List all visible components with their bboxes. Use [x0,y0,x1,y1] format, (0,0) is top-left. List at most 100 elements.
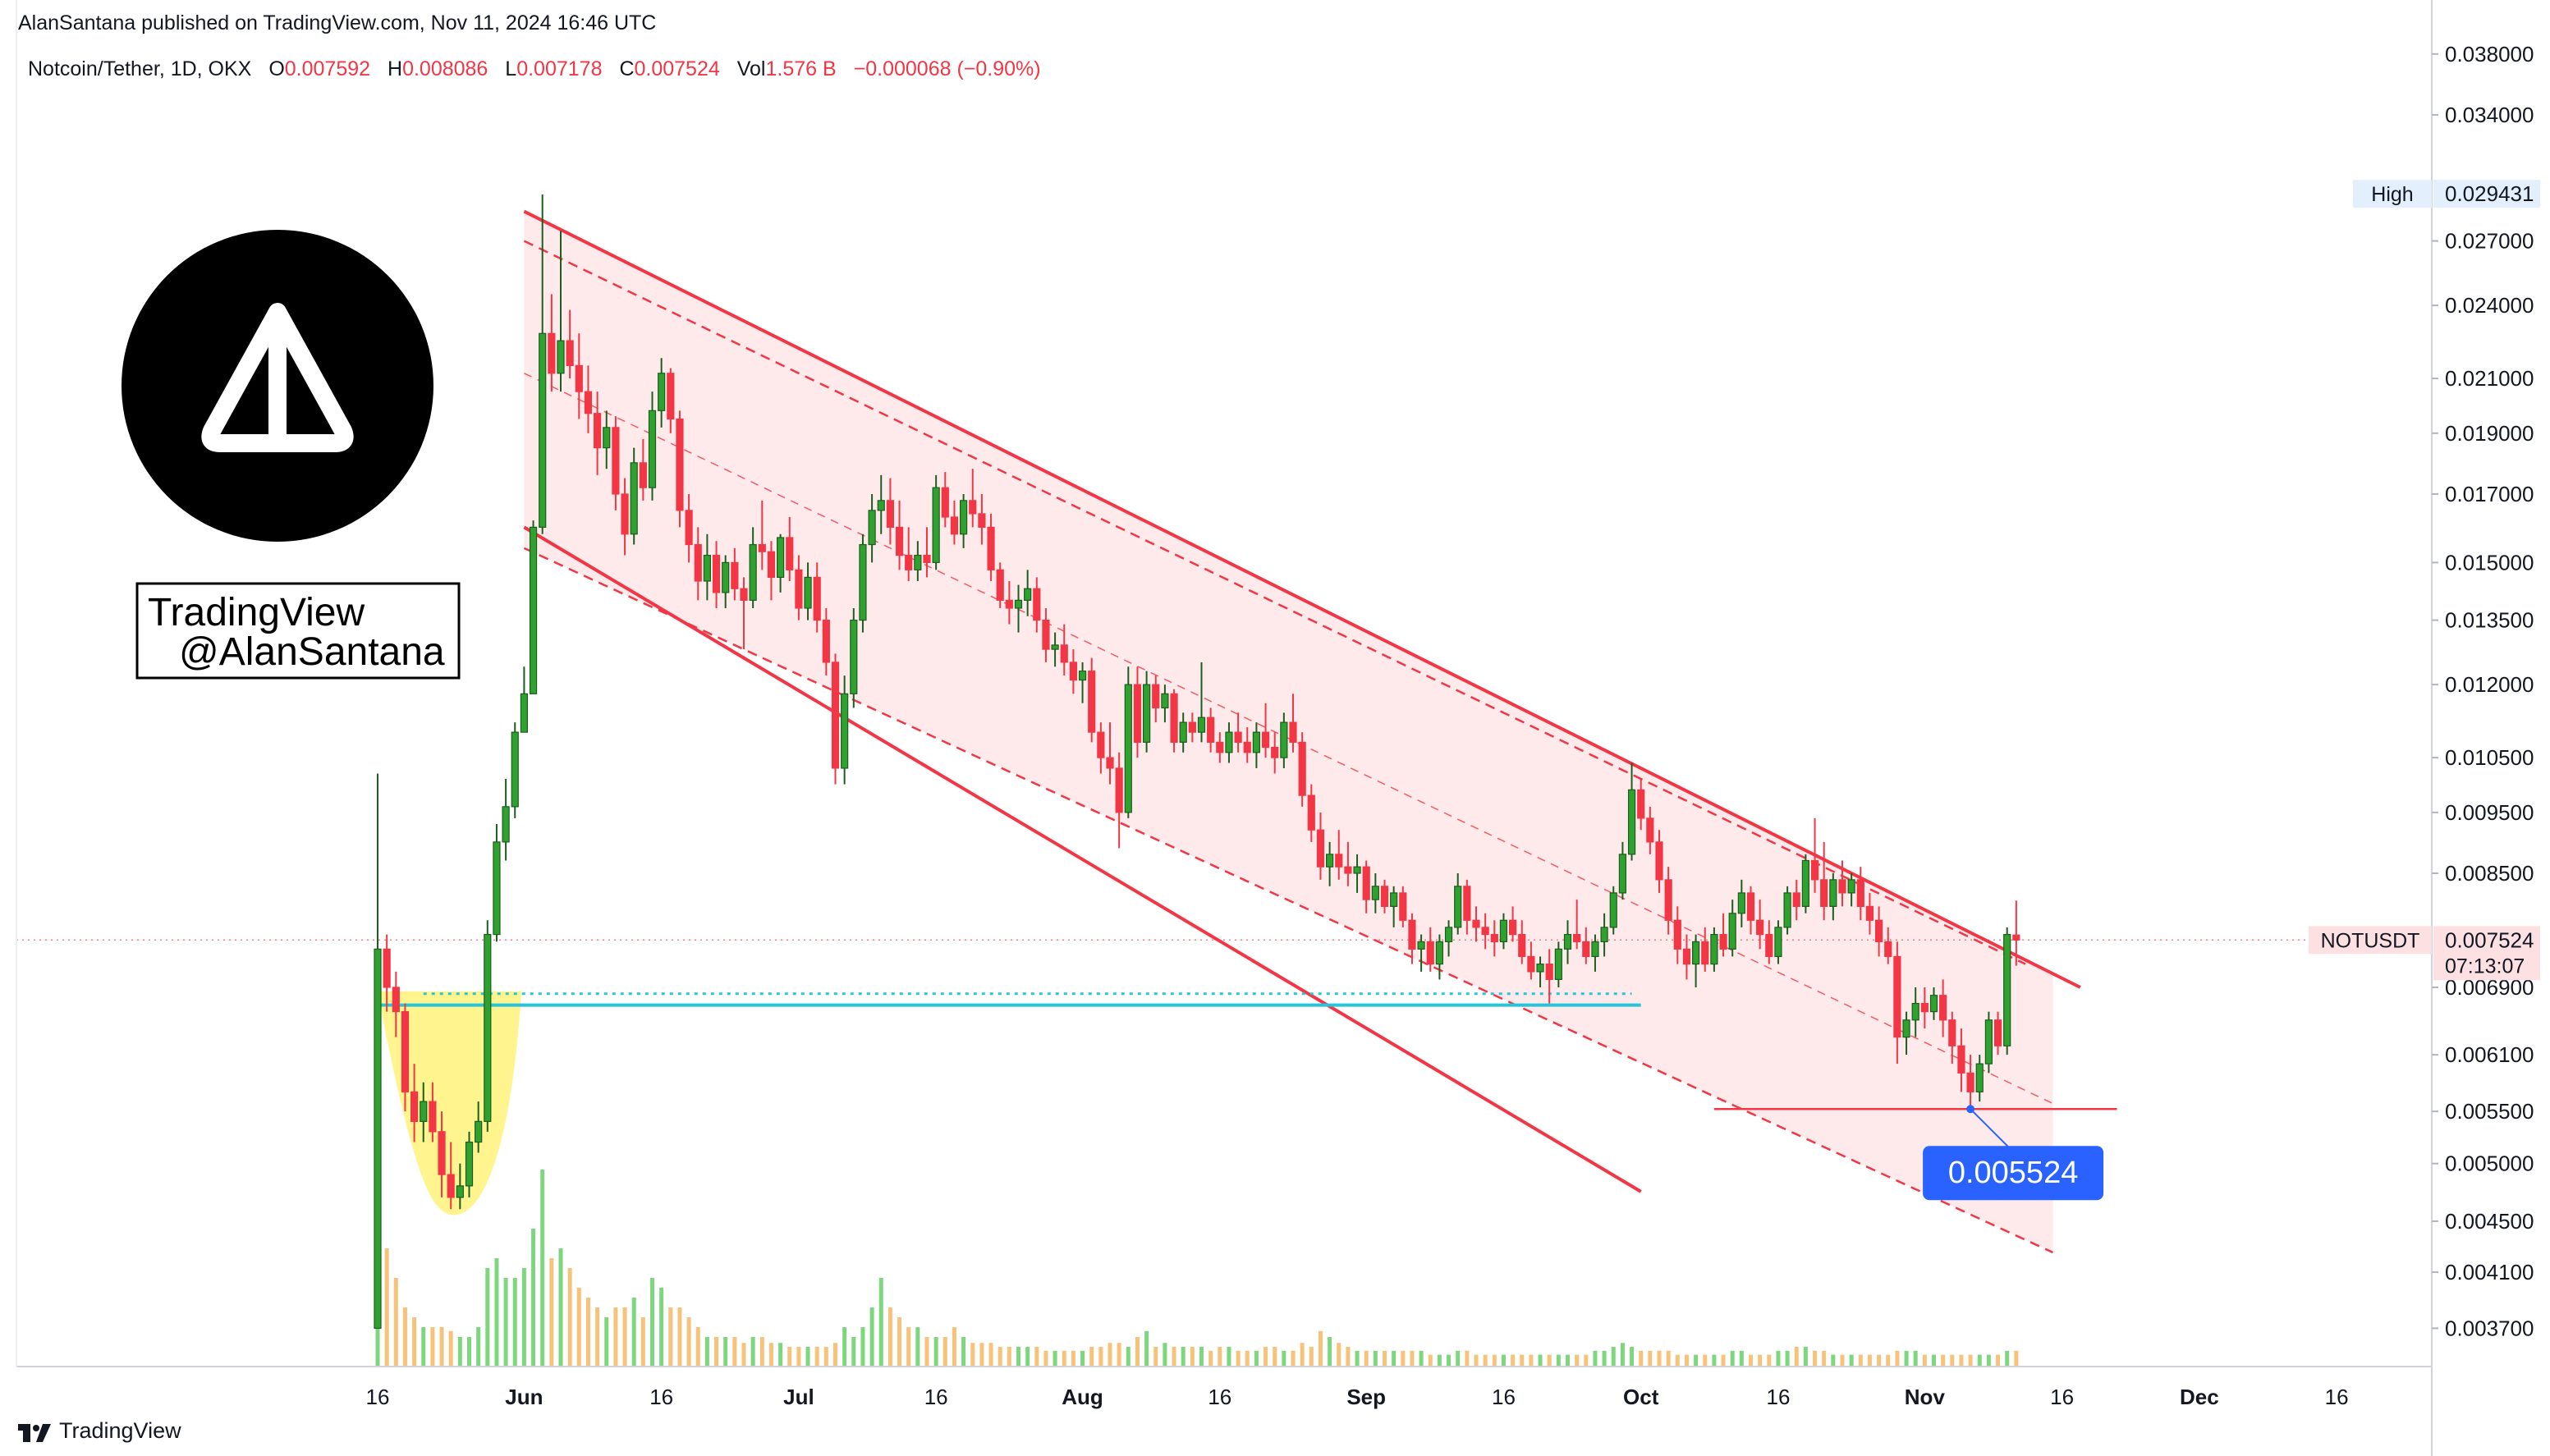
last-tag-countdown: 07:13:07 [2445,955,2525,978]
candle-body [1600,927,1608,943]
footer-brand[interactable]: TradingView [18,1418,181,1444]
legend-symbol: Notcoin/Tether, 1D, OKX [28,57,252,80]
candle-body [1078,671,1087,681]
volume-bar [1941,1354,1946,1367]
volume-bar [1245,1350,1250,1367]
time-tick-label: 16 [2325,1385,2349,1409]
candle-body [612,427,620,495]
volume-bar [1254,1350,1259,1367]
candle-body [1920,1002,1929,1013]
volume-bar [1236,1350,1241,1367]
candle-body [1280,721,1288,758]
candle-body [1005,599,1013,609]
volume-bar [659,1288,664,1367]
candle-body [1298,741,1306,796]
horizontal-lines-layer [16,939,2432,1110]
price-tick-label: 0.006100 [2445,1042,2534,1067]
candle-body [813,576,821,621]
candle-body [1518,933,1526,958]
volume-bar [1227,1347,1231,1367]
publisher-line: AlanSantana published on TradingView.com… [18,11,657,34]
volume-bar [631,1298,636,1367]
candle-body [1582,941,1590,958]
price-tick-label: 0.027000 [2445,229,2534,254]
volume-bar [823,1347,828,1367]
candle-body [1325,854,1334,868]
candle-body [1893,955,1901,1038]
volume-bar [998,1347,1002,1367]
volume-bar [1208,1350,1213,1367]
legend-high: 0.008086 [402,57,488,80]
channel-upper-line [523,209,2081,989]
candle-body [1673,919,1681,950]
volume-bar [768,1343,773,1367]
candle-body [1655,841,1663,881]
volume-bar [952,1327,956,1367]
candle-body [2003,933,2011,1046]
price-tick-label: 0.003700 [2445,1316,2534,1340]
price-tick-label: 0.015000 [2445,550,2534,575]
candle-body [1225,731,1233,753]
candle-body [420,1101,428,1122]
legend-open: 0.007592 [284,57,371,80]
last-tag-symbol-bg [2309,926,2432,955]
volume-bar [1190,1347,1195,1367]
candle-body [1627,789,1636,855]
volume-bar [1153,1347,1158,1367]
volume-bar [2014,1350,2019,1367]
legend-open-label: O [268,57,285,80]
candle-body [1637,789,1645,819]
time-tick-label: Jun [505,1385,543,1409]
candle-body [539,332,547,528]
volume-bar [805,1347,810,1367]
candle-body [1829,879,1837,907]
volume-bar [1501,1354,1506,1367]
time-tick-label: 16 [924,1385,948,1409]
footer-brand-label: TradingView [59,1418,181,1443]
candle-body [694,543,702,582]
candle-body [484,933,492,1122]
volume-bar [759,1337,764,1367]
volume-bar [558,1248,563,1367]
volume-bar [1300,1343,1305,1367]
candle-body [996,569,1004,601]
candle-body [1618,854,1627,894]
volume-bar [1566,1354,1570,1367]
volume-bar [668,1307,673,1367]
volume-bar [1749,1354,1753,1367]
volume-bar [723,1337,728,1367]
legend-volume-label: Vol [736,57,766,80]
legend-low: 0.007178 [516,57,603,80]
volume-bar [540,1170,545,1367]
volume-bar [906,1327,911,1367]
candle-body [1106,757,1114,769]
volume-bar [1922,1354,1927,1367]
candle-body [593,413,602,449]
candle-body [978,513,986,528]
candle-body [1984,1019,1993,1065]
candle-body [1865,905,1874,921]
candle-body [548,332,556,374]
channel-upper-inner-line [523,240,2026,965]
candle-body [1088,671,1096,733]
candle-body [1444,927,1453,943]
volume-bar [1867,1354,1872,1367]
candle-body [822,620,830,663]
price-tick-label: 0.009500 [2445,800,2534,825]
candle-body [1408,919,1416,950]
candle-body [1435,941,1444,965]
candle-body [1033,588,1041,621]
price-tick-label: 0.012000 [2445,672,2534,697]
volume-bar [393,1278,398,1367]
price-tick-label: 0.008500 [2445,861,2534,886]
candle-body [1399,892,1407,921]
volume-bar [1675,1354,1680,1367]
volume-bar [1456,1350,1461,1367]
candle-body [1765,933,1773,958]
channel-fill [524,211,2053,1252]
volume-bar [1831,1354,1836,1367]
volume-bar [531,1229,536,1367]
candle-body [1609,892,1617,928]
candle-body [1701,941,1709,965]
